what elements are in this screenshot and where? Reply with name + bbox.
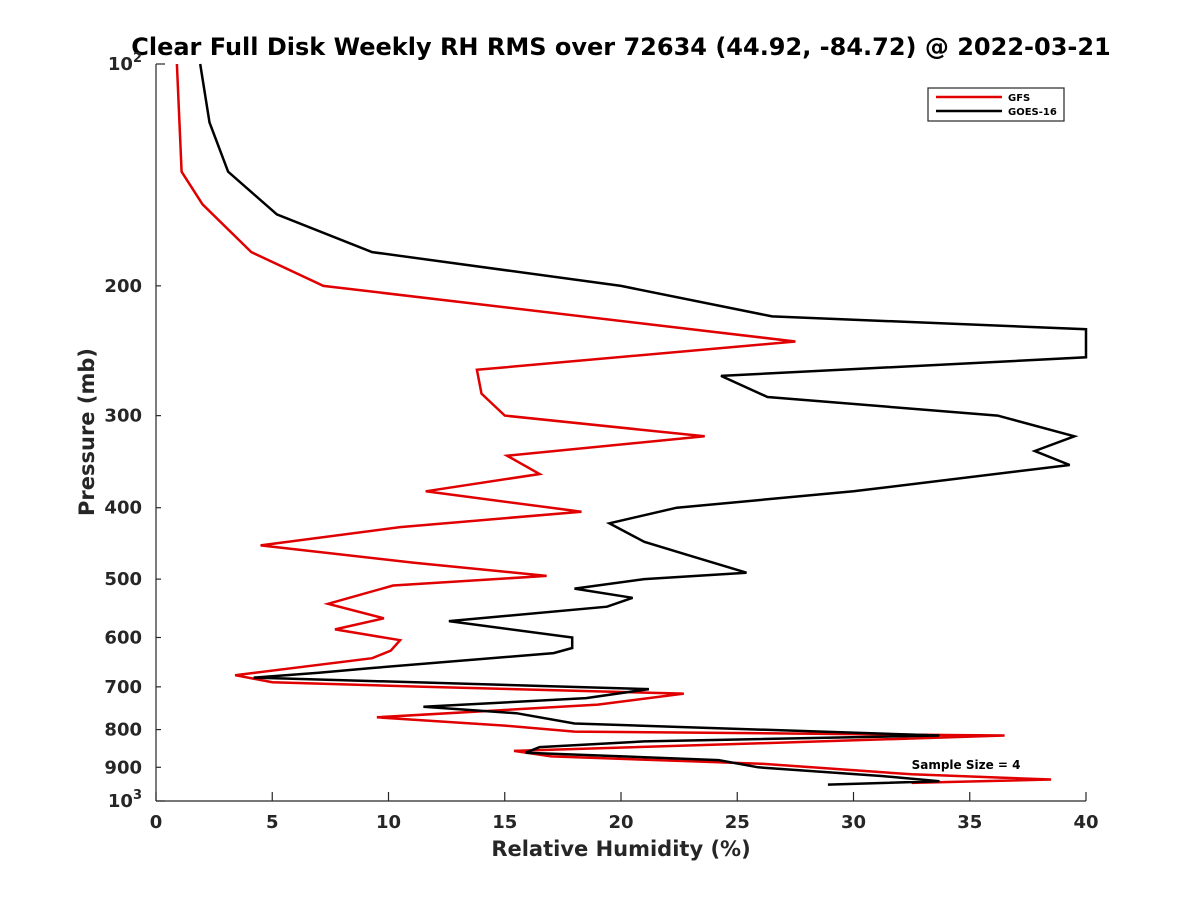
- series-line-goes16: [198, 63, 1088, 786]
- legend-label-gfs: GFS: [1008, 93, 1030, 104]
- x-tick-label: 5: [266, 812, 279, 833]
- plot-area: 0 5 10 15 20 25 30 35 40 102 200 300 400 500 600 700 80…: [104, 51, 1098, 833]
- x-tick-label: 20: [608, 812, 633, 833]
- x-tick-label: 30: [841, 812, 866, 833]
- y-axis-label: Pressure (mb): [75, 348, 99, 516]
- legend-label-goes16: GOES-16: [1008, 107, 1057, 118]
- x-tick-label: 15: [492, 812, 517, 833]
- y-tick-label: 102: [108, 51, 142, 75]
- x-tick-label: 0: [150, 812, 163, 833]
- y-ticks: 102 200 300 400 500 600 700 800 900 103: [104, 51, 165, 812]
- series-layer: [175, 63, 1088, 786]
- y-tick-label: 800: [104, 720, 142, 741]
- x-axis-label: Relative Humidity (%): [491, 837, 750, 861]
- sample-size-annotation: Sample Size = 4: [912, 758, 1021, 772]
- x-ticks: 0 5 10 15 20 25 30 35 40: [150, 792, 1099, 833]
- x-tick-label: 35: [957, 812, 982, 833]
- y-tick-label: 400: [104, 498, 142, 519]
- legend: GFS GOES-16: [927, 87, 1065, 122]
- y-tick-label: 300: [104, 406, 142, 427]
- x-tick-label: 25: [725, 812, 750, 833]
- y-tick-label: 500: [104, 569, 142, 590]
- plot-background: [156, 64, 1086, 801]
- x-tick-label: 40: [1073, 812, 1098, 833]
- chart-title: Clear Full Disk Weekly RH RMS over 72634…: [131, 33, 1111, 61]
- y-tick-label: 900: [104, 757, 142, 778]
- y-tick-label: 700: [104, 677, 142, 698]
- y-tick-label: 200: [104, 276, 142, 297]
- legend-box: [927, 87, 1065, 122]
- y-tick-label: 600: [104, 627, 142, 648]
- y-tick-label: 103: [108, 788, 142, 812]
- series-line-gfs: [175, 63, 1052, 785]
- x-tick-label: 10: [376, 812, 401, 833]
